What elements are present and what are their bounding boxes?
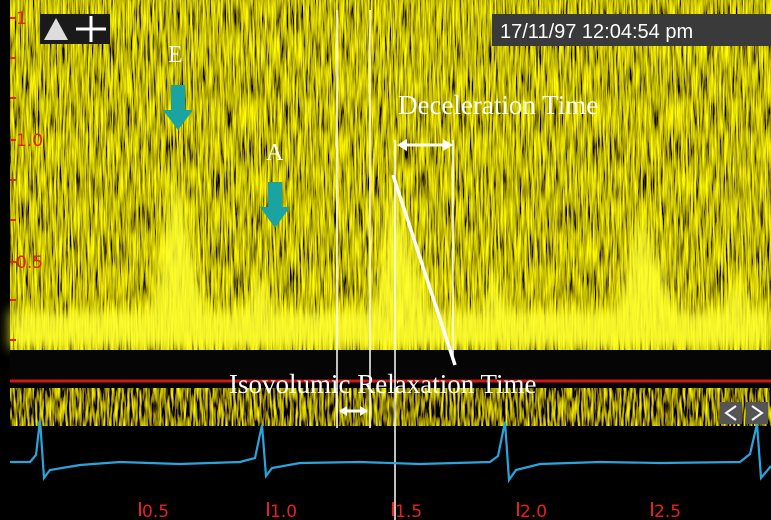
a-wave-label: A bbox=[266, 140, 284, 166]
time-label: 0.5 bbox=[142, 502, 169, 520]
timestamp: 17/11/97 12:04:54 pm bbox=[500, 21, 693, 43]
velocity-label: 1.0 bbox=[16, 131, 43, 151]
deceleration-label: Deceleration Time bbox=[398, 90, 598, 120]
time-label: 1.5 bbox=[395, 502, 422, 520]
doppler-screen: 1 1.0 0.5 17/11/97 12:04:54 pm E A Decel… bbox=[0, 0, 771, 520]
time-label: 2.0 bbox=[520, 502, 547, 520]
time-label: 1.0 bbox=[270, 502, 297, 520]
page: {"header": {"timestamp": "17/11/97 12:04… bbox=[0, 0, 771, 520]
velocity-label: 1 bbox=[16, 9, 27, 29]
time-label: 2.5 bbox=[654, 502, 681, 520]
toolbar-icons bbox=[40, 14, 110, 44]
ivrt-label: Isovolumic Relaxation Time bbox=[229, 369, 537, 399]
velocity-label: 0.5 bbox=[16, 253, 43, 273]
e-wave-label: E bbox=[168, 42, 183, 68]
